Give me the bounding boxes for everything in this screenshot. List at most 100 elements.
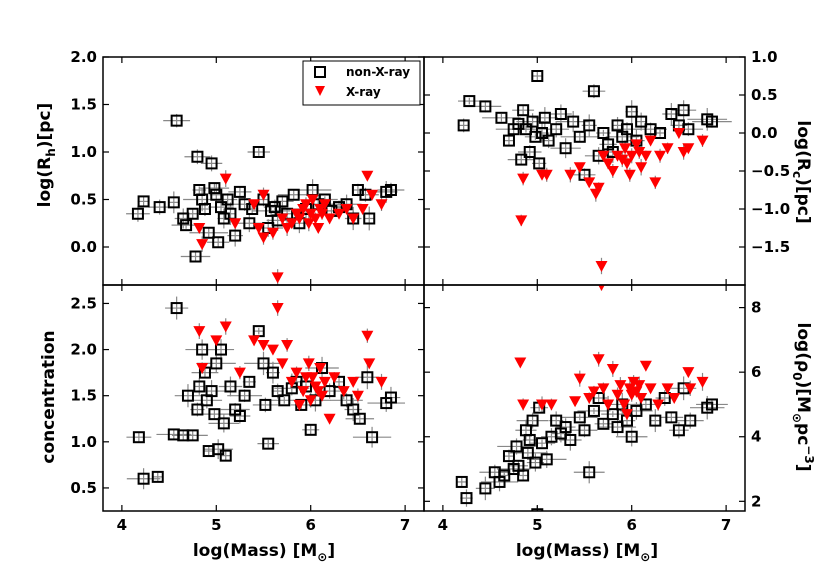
non-xray-point xyxy=(347,403,360,416)
y-tick-label: 2 xyxy=(751,492,761,510)
non-xray-point xyxy=(208,408,221,421)
xray-point xyxy=(545,399,558,411)
non-xray-point xyxy=(542,134,555,147)
xray-point xyxy=(229,218,242,230)
xray-point xyxy=(573,373,586,385)
non-xray-point xyxy=(526,115,539,128)
non-xray-point xyxy=(606,408,619,421)
non-xray-point xyxy=(189,250,202,263)
xray-point xyxy=(592,354,605,366)
xray-point xyxy=(517,399,530,411)
xray-point xyxy=(583,393,596,404)
xray-point xyxy=(517,173,530,185)
y-tick-label: 0.5 xyxy=(751,86,778,104)
legend-square-marker xyxy=(314,66,326,78)
non-xray-point xyxy=(217,417,230,430)
y-tick-label: 1.5 xyxy=(70,96,97,114)
non-xray-point xyxy=(196,343,209,356)
legend-label-xray: X-ray xyxy=(346,85,381,99)
non-xray-point xyxy=(502,134,515,147)
xray-point xyxy=(312,223,325,234)
xray-point xyxy=(276,213,289,225)
xray-point xyxy=(252,223,265,234)
bottom-left-y-axis-label: concentration xyxy=(39,330,59,463)
xray-point xyxy=(668,393,681,404)
y-tick-label: −0.5 xyxy=(751,162,790,180)
non-xray-point xyxy=(519,123,532,136)
xray-point xyxy=(606,166,619,177)
non-xray-point xyxy=(554,108,567,120)
non-xray-point xyxy=(259,398,272,411)
y-tick-label: 1.0 xyxy=(751,48,778,66)
xray-point xyxy=(196,363,209,375)
non-xray-point xyxy=(550,414,563,427)
non-xray-point xyxy=(153,201,166,214)
non-xray-point xyxy=(221,193,234,206)
xray-point xyxy=(635,393,648,404)
non-xray-point xyxy=(677,104,690,117)
xray-point xyxy=(583,177,596,189)
xray-point xyxy=(536,399,549,411)
non-xray-point xyxy=(353,412,366,425)
xray-point xyxy=(306,372,319,384)
legend-frame xyxy=(302,60,421,106)
xray-point xyxy=(293,213,306,225)
xray-point xyxy=(297,386,310,398)
non-xray-point xyxy=(587,85,600,98)
bottom-right-frame xyxy=(423,284,746,512)
non-xray-point xyxy=(210,357,223,370)
xray-point xyxy=(347,213,360,225)
xray-point xyxy=(595,261,608,272)
bottom-right-y-axis-label: log(ρ0)[M⊙pc−3] xyxy=(790,323,816,472)
non-xray-point xyxy=(205,157,218,170)
non-xray-point xyxy=(215,201,228,214)
xray-point xyxy=(597,383,610,395)
xray-point xyxy=(285,376,298,388)
x-tick-label: 7 xyxy=(721,516,731,534)
xray-point xyxy=(299,199,312,211)
y-tick-label: 0.0 xyxy=(70,238,97,256)
xray-point xyxy=(602,158,615,170)
non-xray-point xyxy=(137,195,150,208)
xray-point xyxy=(248,199,261,211)
non-xray-point xyxy=(578,424,591,437)
xray-point xyxy=(347,376,360,388)
non-xray-point xyxy=(276,195,289,208)
non-xray-point xyxy=(583,119,596,132)
xray-point xyxy=(193,326,206,338)
legend-label-non-xray: non-X-ray xyxy=(346,65,410,79)
non-xray-point xyxy=(583,466,596,479)
non-xray-point xyxy=(131,207,144,220)
non-xray-point xyxy=(540,453,553,466)
xray-point xyxy=(340,204,353,215)
y-tick-label: 2.0 xyxy=(70,48,97,66)
legend-triangle-marker xyxy=(315,86,325,96)
xray-point xyxy=(633,147,646,158)
top-right-y-axis-label: log(Rc)[pc] xyxy=(790,120,813,223)
non-xray-point xyxy=(212,236,225,249)
xray-point xyxy=(302,358,315,370)
x-tick-label: 4 xyxy=(438,516,448,534)
non-xray-point xyxy=(521,446,534,459)
non-xray-point xyxy=(191,150,204,163)
xray-point xyxy=(375,199,388,211)
non-xray-point xyxy=(625,430,638,443)
non-xray-point xyxy=(517,104,530,117)
non-xray-point xyxy=(287,188,300,201)
xray-point xyxy=(684,383,697,395)
non-xray-point xyxy=(529,130,542,143)
top-right-plot-area xyxy=(457,70,732,275)
non-xray-point xyxy=(649,414,662,427)
non-xray-point xyxy=(167,196,180,209)
xray-point xyxy=(293,399,306,411)
non-xray-point xyxy=(573,411,586,424)
xray-point xyxy=(625,150,638,162)
non-xray-point xyxy=(498,469,511,482)
xray-point xyxy=(633,380,646,392)
non-xray-point xyxy=(191,403,204,416)
x-tick-label: 5 xyxy=(532,516,542,534)
xray-point xyxy=(514,357,527,369)
non-xray-point xyxy=(635,115,648,128)
non-xray-point xyxy=(578,168,591,181)
xray-point xyxy=(318,199,331,211)
